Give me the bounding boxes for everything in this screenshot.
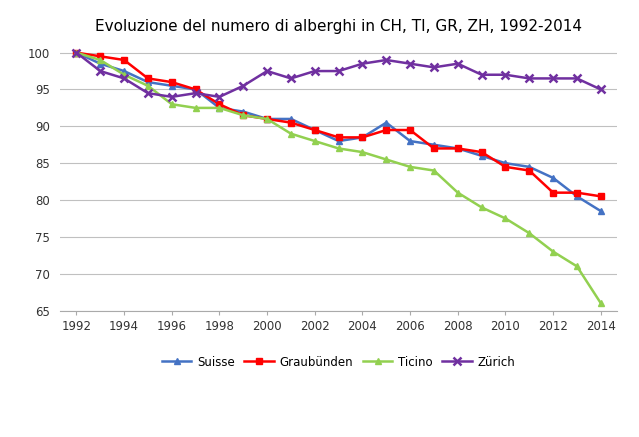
Zürich [550, 76, 557, 81]
Ticino [430, 168, 438, 173]
Suisse [478, 153, 486, 159]
Ticino [358, 149, 366, 155]
Zürich [478, 72, 486, 77]
Ticino [383, 157, 390, 162]
Graubünden [478, 149, 486, 155]
Ticino [168, 101, 176, 107]
Graubünden [550, 190, 557, 195]
Suisse [168, 83, 176, 88]
Ticino [311, 139, 319, 144]
Graubünden [240, 113, 247, 118]
Graubünden [525, 168, 533, 173]
Ticino [454, 190, 461, 195]
Line: Graubünden: Graubünden [73, 49, 604, 200]
Graubünden [383, 128, 390, 133]
Ticino [573, 264, 581, 269]
Zürich [335, 69, 343, 74]
Suisse [525, 164, 533, 170]
Zürich [525, 76, 533, 81]
Zürich [287, 76, 295, 81]
Suisse [383, 120, 390, 125]
Suisse [96, 61, 104, 66]
Zürich [215, 94, 223, 100]
Graubünden [502, 164, 509, 170]
Ticino [240, 113, 247, 118]
Ticino [597, 301, 604, 306]
Zürich [263, 69, 271, 74]
Ticino [263, 116, 271, 121]
Suisse [240, 109, 247, 114]
Graubünden [73, 50, 81, 55]
Ticino [192, 105, 199, 111]
Suisse [502, 160, 509, 166]
Suisse [358, 135, 366, 140]
Zürich [144, 90, 152, 96]
Ticino [120, 72, 128, 77]
Zürich [573, 76, 581, 81]
Ticino [406, 164, 414, 170]
Suisse [144, 80, 152, 85]
Ticino [215, 105, 223, 111]
Zürich [168, 94, 176, 100]
Zürich [454, 61, 461, 66]
Graubünden [120, 57, 128, 62]
Graubünden [406, 128, 414, 133]
Zürich [597, 87, 604, 92]
Suisse [215, 105, 223, 111]
Graubünden [96, 54, 104, 59]
Zürich [406, 61, 414, 66]
Zürich [502, 72, 509, 77]
Graubünden [287, 120, 295, 125]
Graubünden [263, 116, 271, 121]
Graubünden [215, 101, 223, 107]
Graubünden [573, 190, 581, 195]
Line: Zürich: Zürich [72, 49, 605, 101]
Graubünden [430, 146, 438, 151]
Suisse [597, 208, 604, 214]
Suisse [430, 142, 438, 147]
Graubünden [168, 80, 176, 85]
Graubünden [192, 87, 199, 92]
Zürich [120, 76, 128, 81]
Suisse [406, 139, 414, 144]
Ticino [73, 50, 81, 55]
Line: Ticino: Ticino [73, 49, 604, 307]
Suisse [192, 87, 199, 92]
Suisse [573, 194, 581, 199]
Graubünden [597, 194, 604, 199]
Zürich [73, 50, 81, 55]
Suisse [335, 139, 343, 144]
Suisse [311, 128, 319, 133]
Legend: Suisse, Graubünden, Ticino, Zürich: Suisse, Graubünden, Ticino, Zürich [157, 351, 520, 374]
Zürich [96, 69, 104, 74]
Graubünden [311, 128, 319, 133]
Suisse [120, 69, 128, 74]
Ticino [96, 57, 104, 62]
Title: Evoluzione del numero di alberghi in CH, TI, GR, ZH, 1992-2014: Evoluzione del numero di alberghi in CH,… [95, 19, 582, 35]
Ticino [335, 146, 343, 151]
Ticino [525, 231, 533, 236]
Graubünden [335, 135, 343, 140]
Ticino [478, 205, 486, 210]
Suisse [550, 175, 557, 180]
Line: Suisse: Suisse [73, 49, 604, 215]
Zürich [240, 83, 247, 88]
Suisse [73, 50, 81, 55]
Graubünden [454, 146, 461, 151]
Ticino [287, 131, 295, 136]
Ticino [144, 83, 152, 88]
Zürich [430, 65, 438, 70]
Zürich [383, 57, 390, 62]
Suisse [287, 116, 295, 121]
Suisse [454, 146, 461, 151]
Zürich [311, 69, 319, 74]
Ticino [502, 216, 509, 221]
Zürich [358, 61, 366, 66]
Graubünden [144, 76, 152, 81]
Suisse [263, 116, 271, 121]
Graubünden [358, 135, 366, 140]
Zürich [192, 90, 199, 96]
Ticino [550, 249, 557, 254]
